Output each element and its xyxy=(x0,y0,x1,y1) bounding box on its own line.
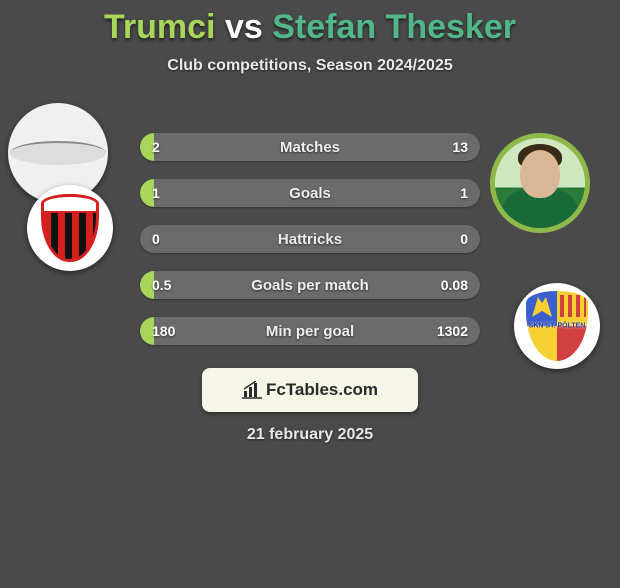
player2-name: Stefan Thesker xyxy=(272,8,516,46)
stat-label: Goals xyxy=(140,185,480,202)
stat-label: Goals per match xyxy=(140,277,480,294)
stat-row-mpg: 180 Min per goal 1302 xyxy=(140,317,480,345)
stat-label: Matches xyxy=(140,139,480,156)
shkendija-shield-icon xyxy=(41,194,99,262)
player2-portrait xyxy=(490,133,590,233)
player2-club-badge: SKN ST. PÖLTEN xyxy=(514,283,600,369)
stat-label: Hattricks xyxy=(140,231,480,248)
player1-name: Trumci xyxy=(104,8,215,46)
stats-area: 2 Matches 13 1 Goals 1 0 Hattricks 0 0.5… xyxy=(140,133,480,363)
stat-label: Min per goal xyxy=(140,323,480,340)
placeholder-oval xyxy=(10,141,106,165)
stpolten-shield-icon: SKN ST. PÖLTEN xyxy=(526,291,588,361)
comparison-title: Trumci vs Stefan Thesker xyxy=(0,8,620,47)
branding-pill[interactable]: FcTables.com xyxy=(202,368,418,412)
stat-value-right: 1 xyxy=(460,185,468,201)
club-badge-text: SKN ST. PÖLTEN xyxy=(526,323,588,330)
subtitle: Club competitions, Season 2024/2025 xyxy=(0,57,620,75)
bar-chart-icon xyxy=(242,381,262,399)
stat-row-goals: 1 Goals 1 xyxy=(140,179,480,207)
stat-row-gpm: 0.5 Goals per match 0.08 xyxy=(140,271,480,299)
stat-value-right: 0.08 xyxy=(441,277,468,293)
vs-separator: vs xyxy=(225,8,263,46)
stat-row-matches: 2 Matches 13 xyxy=(140,133,480,161)
branding-text: FcTables.com xyxy=(266,380,378,400)
stat-row-hattricks: 0 Hattricks 0 xyxy=(140,225,480,253)
stat-value-right: 0 xyxy=(460,231,468,247)
stat-value-right: 1302 xyxy=(437,323,468,339)
portrait-head xyxy=(520,150,560,198)
stat-value-right: 13 xyxy=(452,139,468,155)
date-label: 21 february 2025 xyxy=(0,426,620,444)
player1-club-badge xyxy=(27,185,113,271)
